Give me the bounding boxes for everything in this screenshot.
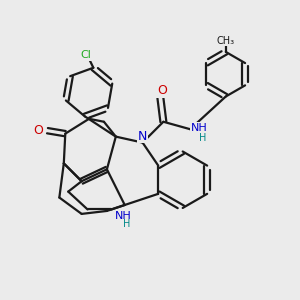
Text: O: O xyxy=(33,124,43,137)
Text: CH₃: CH₃ xyxy=(217,36,235,46)
Text: NH: NH xyxy=(115,211,132,221)
Text: N: N xyxy=(138,130,147,142)
Text: Cl: Cl xyxy=(80,50,92,60)
Text: H: H xyxy=(199,133,206,142)
Text: NH: NH xyxy=(191,123,207,133)
Text: O: O xyxy=(157,84,167,97)
Text: H: H xyxy=(123,219,131,229)
